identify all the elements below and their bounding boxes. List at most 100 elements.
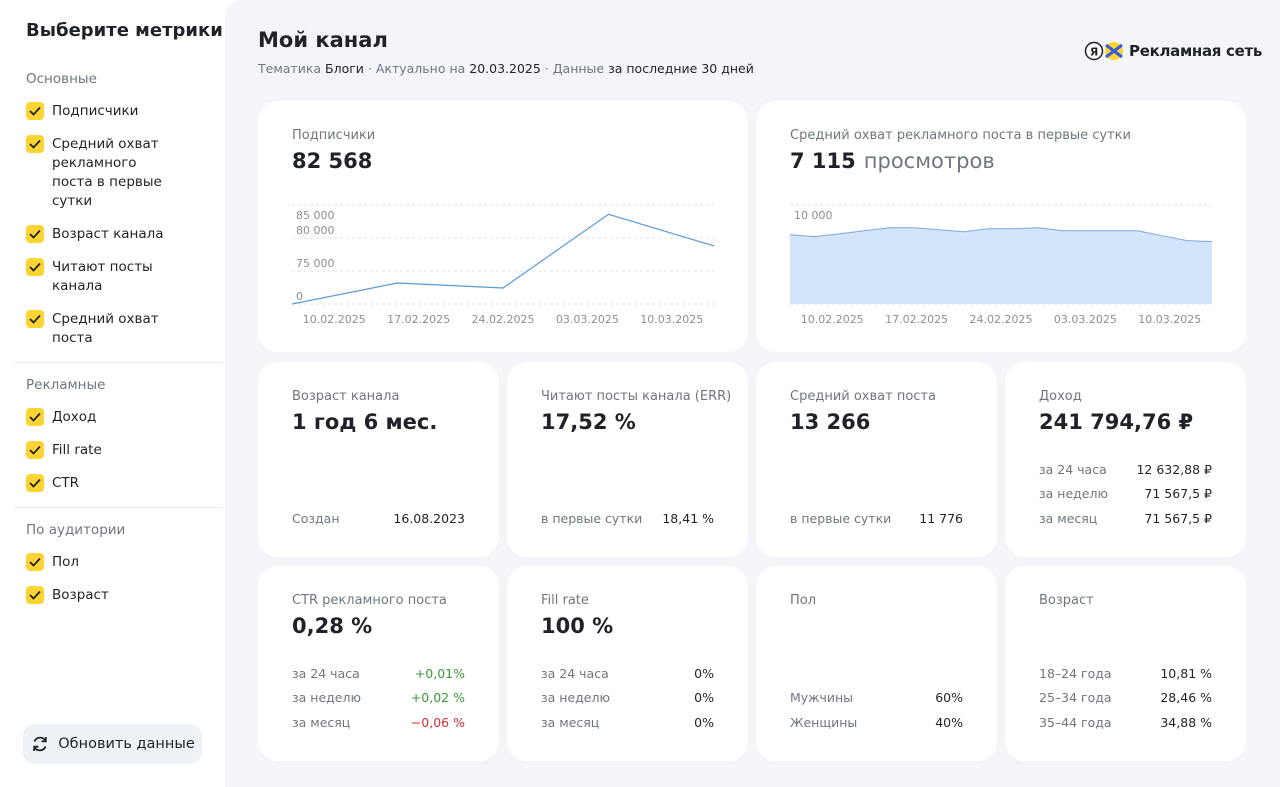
row-key: за неделю bbox=[292, 690, 361, 705]
metric-item[interactable]: Подписчики bbox=[26, 102, 211, 121]
y-tick-label: 80 000 bbox=[296, 224, 335, 237]
card: Читают посты канала (ERR) 17,52 % в первые… bbox=[507, 362, 748, 557]
card-value: 1 год 6 мес. bbox=[292, 410, 438, 434]
row-key: за месяц bbox=[1039, 510, 1098, 526]
logo-mark: Я bbox=[1090, 46, 1098, 59]
checkbox[interactable] bbox=[26, 258, 44, 276]
page-subtitle: Тематика Блоги · Актуально на 20.03.2025… bbox=[258, 61, 754, 76]
metric-item[interactable]: Fill rate bbox=[26, 441, 211, 460]
subtitle-part: за последние 30 дней bbox=[608, 61, 754, 76]
unit: просмотров bbox=[863, 149, 995, 173]
card-row: за месяц 71 567,5 ₽ bbox=[1039, 507, 1212, 532]
check-icon bbox=[29, 478, 41, 488]
metric-label: Читают посты канала bbox=[52, 259, 153, 294]
metric-groups: Основные Подписчики Средний охват рекламно… bbox=[14, 71, 223, 619]
row-key: за месяц bbox=[292, 714, 351, 730]
metric-item[interactable]: Средний охват рекламного поста в первые … bbox=[26, 135, 211, 211]
card-row: в первые сутки 18,41 % bbox=[541, 507, 714, 532]
x-tick-label: 10.03.2025 bbox=[1138, 313, 1201, 326]
checkbox[interactable] bbox=[26, 474, 44, 492]
subtitle-part: 20.03.2025 bbox=[469, 61, 541, 76]
value: 82 568 bbox=[292, 149, 373, 173]
row-key: Создан bbox=[292, 510, 340, 526]
card-rows: за 24 часа 12 632,88 ₽ за неделю 71 567,5 ₽… bbox=[1039, 458, 1212, 532]
metric-item[interactable]: Возраст канала bbox=[26, 225, 211, 244]
row-value: 40% bbox=[935, 714, 963, 730]
row-value: 71 567,5 ₽ bbox=[1144, 510, 1212, 526]
refresh-button[interactable]: Обновить данные bbox=[23, 724, 202, 764]
metric-item[interactable]: Возраст bbox=[26, 586, 211, 605]
y-tick-label: 75 000 bbox=[296, 257, 335, 270]
y-tick-label: 10 000 bbox=[794, 209, 833, 222]
card: Средний охват поста 13 266 в первые сутки 1… bbox=[756, 362, 997, 557]
card-label: Доход bbox=[1039, 389, 1082, 404]
row-key: за месяц bbox=[541, 714, 600, 730]
card-row: в первые сутки 11 776 bbox=[790, 507, 963, 532]
metric-label: Средний охват рекламного поста в первые … bbox=[52, 136, 162, 209]
check-icon bbox=[29, 106, 41, 116]
x-tick-label: 24.02.2025 bbox=[970, 313, 1033, 326]
card-row: за неделю +0,02 % bbox=[292, 686, 465, 711]
chart-value: 7 115 просмотров bbox=[790, 149, 995, 173]
checkbox[interactable] bbox=[26, 441, 44, 459]
row-value: 60% bbox=[935, 690, 963, 705]
subtitle-part: · Актуально на bbox=[367, 61, 466, 76]
card-row: за 24 часа 0% bbox=[541, 662, 714, 687]
metric-item[interactable]: Средний охват поста bbox=[26, 310, 211, 348]
row-value: +0,02 % bbox=[410, 690, 465, 705]
x-tick-label: 17.02.2025 bbox=[885, 313, 948, 326]
checkbox[interactable] bbox=[26, 310, 44, 328]
x-tick-label: 10.03.2025 bbox=[640, 313, 703, 326]
check-icon bbox=[29, 557, 41, 567]
row-value: 34,88 % bbox=[1160, 714, 1212, 730]
row-key: в первые сутки bbox=[541, 510, 643, 526]
row-value: 0% bbox=[694, 690, 714, 705]
metric-label: Средний охват поста bbox=[52, 311, 159, 346]
check-icon bbox=[29, 229, 41, 239]
checkbox[interactable] bbox=[26, 225, 44, 243]
card-rows: в первые сутки 11 776 bbox=[790, 507, 963, 532]
card-row: Мужчины 60% bbox=[790, 686, 963, 711]
check-icon bbox=[29, 314, 41, 324]
card-row: за неделю 71 567,5 ₽ bbox=[1039, 482, 1212, 507]
area-line bbox=[789, 227, 1213, 243]
card: Возраст 18–24 года 10,81 % 25–34 года 28,46 … bbox=[1005, 566, 1246, 761]
check-icon bbox=[29, 262, 41, 272]
card: Fill rate 100 % за 24 часа 0% за неделю 0% за … bbox=[507, 566, 748, 761]
x-tick-label: 17.02.2025 bbox=[387, 313, 450, 326]
checkbox[interactable] bbox=[26, 135, 44, 153]
group-name: Основные bbox=[26, 71, 97, 87]
check-icon bbox=[29, 445, 41, 455]
card-value: 17,52 % bbox=[541, 410, 636, 434]
row-value: 18,41 % bbox=[662, 510, 714, 526]
metric-item[interactable]: CTR bbox=[26, 474, 211, 493]
card-row: Создан 16.08.2023 bbox=[292, 507, 465, 532]
row-key: за 24 часа bbox=[541, 665, 609, 681]
metric-item[interactable]: Пол bbox=[26, 553, 211, 572]
row-key: 25–34 года bbox=[1039, 690, 1112, 705]
card-label: Возраст канала bbox=[292, 389, 400, 404]
row-key: за 24 часа bbox=[292, 665, 360, 681]
area bbox=[790, 227, 1212, 304]
row-value: 0% bbox=[694, 714, 714, 730]
checkbox[interactable] bbox=[26, 553, 44, 571]
x-tick-label: 03.03.2025 bbox=[1054, 313, 1117, 326]
metric-item[interactable]: Читают посты канала bbox=[26, 258, 211, 296]
logo: Я Рекламная сеть bbox=[1084, 40, 1262, 62]
refresh-icon bbox=[33, 736, 47, 752]
checkbox[interactable] bbox=[26, 408, 44, 426]
checkbox[interactable] bbox=[26, 586, 44, 604]
metric-item[interactable]: Доход bbox=[26, 408, 211, 427]
checkbox[interactable] bbox=[26, 102, 44, 120]
x-tick-label: 24.02.2025 bbox=[472, 313, 535, 326]
chart-plot: 0 75 000 80 000 85 000 10.02.2025 17.02.2025 2… bbox=[291, 204, 715, 326]
card-rows: за 24 часа 0% за неделю 0% за месяц 0% bbox=[541, 662, 714, 736]
metric-label: Возраст bbox=[52, 587, 109, 603]
card-value: 100 % bbox=[541, 614, 614, 638]
card-value: 241 794,76 ₽ bbox=[1039, 410, 1194, 434]
row-key: 35–44 года bbox=[1039, 714, 1112, 730]
card-rows: 18–24 года 10,81 % 25–34 года 28,46 % 35–44 … bbox=[1039, 662, 1212, 736]
row-key: Мужчины bbox=[790, 690, 853, 705]
card-row: за месяц −0,06 % bbox=[292, 711, 465, 736]
